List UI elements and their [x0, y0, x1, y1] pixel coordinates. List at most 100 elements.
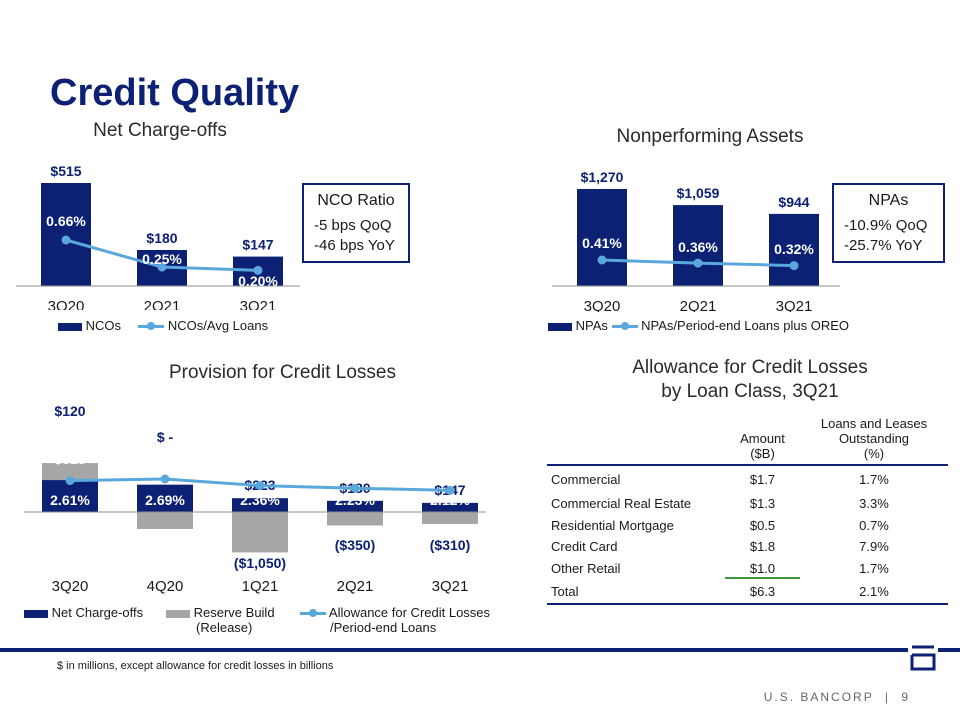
- x-tick-label: 4Q20: [147, 578, 184, 595]
- table-row: Residential Mortgage $0.5 0.7%: [547, 515, 948, 537]
- outstanding-cell: 1.7%: [859, 472, 889, 487]
- allowance-ratio-label: 2.61%: [50, 492, 90, 508]
- x-tick-label: 3Q21: [240, 298, 277, 310]
- col-header-loans-line2: Outstanding: [838, 431, 910, 446]
- amount-cell: $1.8: [749, 539, 776, 555]
- nco-legend: NCOs NCOs/Avg Loans: [58, 318, 268, 333]
- ratio-label: 0.20%: [238, 273, 278, 289]
- nco-chart-title: Net Charge-offs: [93, 120, 227, 141]
- ratio-point: [253, 265, 263, 275]
- allowance-title: Allowance for Credit Losses by Loan Clas…: [590, 356, 910, 404]
- nco-ratio-qoq: -5 bps QoQ: [314, 217, 392, 234]
- bar-value-label: $944: [778, 194, 809, 210]
- npa-box-yoy: -25.7% YoY: [844, 237, 923, 254]
- legend-reserve-build-swatch: [166, 609, 190, 618]
- allowance-ratio-point: [350, 483, 360, 493]
- page-title: Credit Quality: [50, 72, 300, 114]
- reserve-release-label: ($1,050): [234, 555, 286, 571]
- legend-nco-ratio-swatch: [138, 322, 165, 331]
- npa-chart-title: Nonperforming Assets: [616, 126, 804, 147]
- brand-footer: U.S. BANCORP | 9: [764, 690, 910, 704]
- reserve-release-bar: [327, 512, 383, 526]
- amount-cell: $6.3: [749, 583, 776, 599]
- npa-chart: $1,270 3Q20 $1,059 2Q21 $944 3Q21 0.41% 0.36% 0.…: [552, 169, 840, 312]
- nco-chart: $515 3Q20 $180 2Q21 $147 3Q21 0.66% 0.25% 0.20%: [16, 163, 300, 310]
- net-charge-off-bar: [42, 480, 98, 512]
- npa-box-qoq: -10.9% QoQ: [844, 217, 928, 234]
- net-charge-off-bar: [422, 502, 478, 512]
- ratio-point: [693, 258, 703, 268]
- legend-npas-swatch: [548, 322, 572, 331]
- footnote: $ in millions, except allowance for cred…: [57, 660, 334, 672]
- loan-class-cell: Total: [551, 583, 579, 599]
- ratio-point: [61, 235, 71, 245]
- npa-box-title: NPAs: [868, 192, 909, 209]
- ratio-point: [789, 261, 799, 271]
- legend-item-allowance: Allowance for Credit Losses /Period-end …: [300, 605, 490, 635]
- net-charge-off-bar: [137, 484, 193, 512]
- reserve-build-bar: [42, 463, 98, 481]
- page-separator: |: [884, 690, 890, 704]
- legend-allowance-label-2: /Period-end Loans: [330, 620, 437, 635]
- x-tick-label: 2Q21: [144, 298, 181, 310]
- outstanding-cell: 1.7%: [859, 560, 889, 576]
- table-row: Commercial Real Estate $1.3 3.3%: [547, 493, 948, 515]
- x-tick-label: 3Q20: [52, 578, 89, 595]
- x-tick-label: 2Q21: [680, 298, 717, 312]
- loan-class-cell: Commercial: [551, 472, 621, 487]
- allowance-ratio-point: [160, 474, 170, 484]
- net-charge-off-label: $441: [149, 451, 180, 467]
- allowance-ratio-label: 2.12%: [430, 492, 470, 508]
- legend-reserve-build-label: Reserve Build: [193, 605, 275, 620]
- ratio-label: 0.36%: [678, 239, 718, 255]
- bank-logo-icon: [908, 637, 938, 679]
- legend-allowance-label: Allowance for Credit Losses: [328, 605, 491, 620]
- bar-2q21: [673, 205, 723, 286]
- provision-legend: Net Charge-offs Reserve Build (Release) …: [24, 605, 504, 639]
- allowance-ratio-label: 2.23%: [335, 492, 375, 508]
- legend-net-charge-offs-label: Net Charge-offs: [51, 605, 144, 620]
- legend-item-net-charge-offs: Net Charge-offs: [24, 605, 143, 620]
- allowance-ratio-label: 2.36%: [240, 492, 280, 508]
- table-row: Commercial $1.7 1.7%: [547, 465, 948, 493]
- table-header-row: Amount ($B) Loans and Leases Outstanding…: [547, 416, 948, 465]
- outstanding-cell: 3.3%: [859, 496, 889, 512]
- col-header-amount-line1: Amount: [740, 431, 785, 446]
- net-charge-off-bar: [327, 500, 383, 512]
- allowance-ratio-point: [445, 485, 455, 495]
- provision-total-label: $120: [54, 403, 85, 419]
- bar-3q20: [577, 188, 627, 286]
- table-row: Other Retail $1.0 1.7%: [547, 558, 948, 580]
- allowance-ratio-label: 2.69%: [145, 492, 185, 508]
- ratio-label: 0.66%: [46, 213, 86, 229]
- x-tick-label: 3Q20: [584, 298, 621, 312]
- col-header-amount: Amount ($B): [725, 416, 800, 465]
- npa-box: NPAs -10.9% QoQ -25.7% YoY: [832, 183, 945, 263]
- provision-chart-title: Provision for Credit Losses: [168, 362, 397, 383]
- col-header-amount-line2: ($B): [750, 446, 775, 461]
- allowance-table: Amount ($B) Loans and Leases Outstanding…: [547, 416, 948, 605]
- allowance-title-line1: Allowance for Credit Losses: [632, 357, 868, 378]
- ratio-label: 0.41%: [582, 235, 622, 251]
- loan-class-cell: Other Retail: [551, 560, 621, 576]
- outstanding-cell: 7.9%: [859, 539, 889, 555]
- nco-ratio-box: NCO Ratio -5 bps QoQ -46 bps YoY: [302, 183, 410, 263]
- bar-3q20: [41, 183, 91, 286]
- nco-ratio-title: NCO Ratio: [317, 192, 395, 209]
- table-row: Total $6.3 2.1%: [547, 579, 948, 604]
- nco-ratio-yoy: -46 bps YoY: [314, 237, 395, 254]
- amount-cell: $1.3: [749, 496, 776, 512]
- net-charge-off-bar: [232, 498, 288, 512]
- bar-value-label: $1,059: [677, 185, 720, 201]
- ratio-label: 0.25%: [142, 251, 182, 267]
- x-tick-label: 3Q21: [432, 578, 469, 595]
- reserve-release-bar: [232, 512, 288, 553]
- bar-value-label: $515: [50, 163, 81, 179]
- amount-cell: $1.7: [749, 472, 776, 487]
- loan-class-cell: Commercial Real Estate: [551, 496, 692, 512]
- footer-rule: [0, 648, 960, 652]
- legend-ncos-swatch: [58, 322, 82, 331]
- legend-item-reserve-build: Reserve Build (Release): [166, 605, 275, 635]
- amount-cell: $1.0: [725, 558, 800, 580]
- x-tick-label: 3Q21: [776, 298, 813, 312]
